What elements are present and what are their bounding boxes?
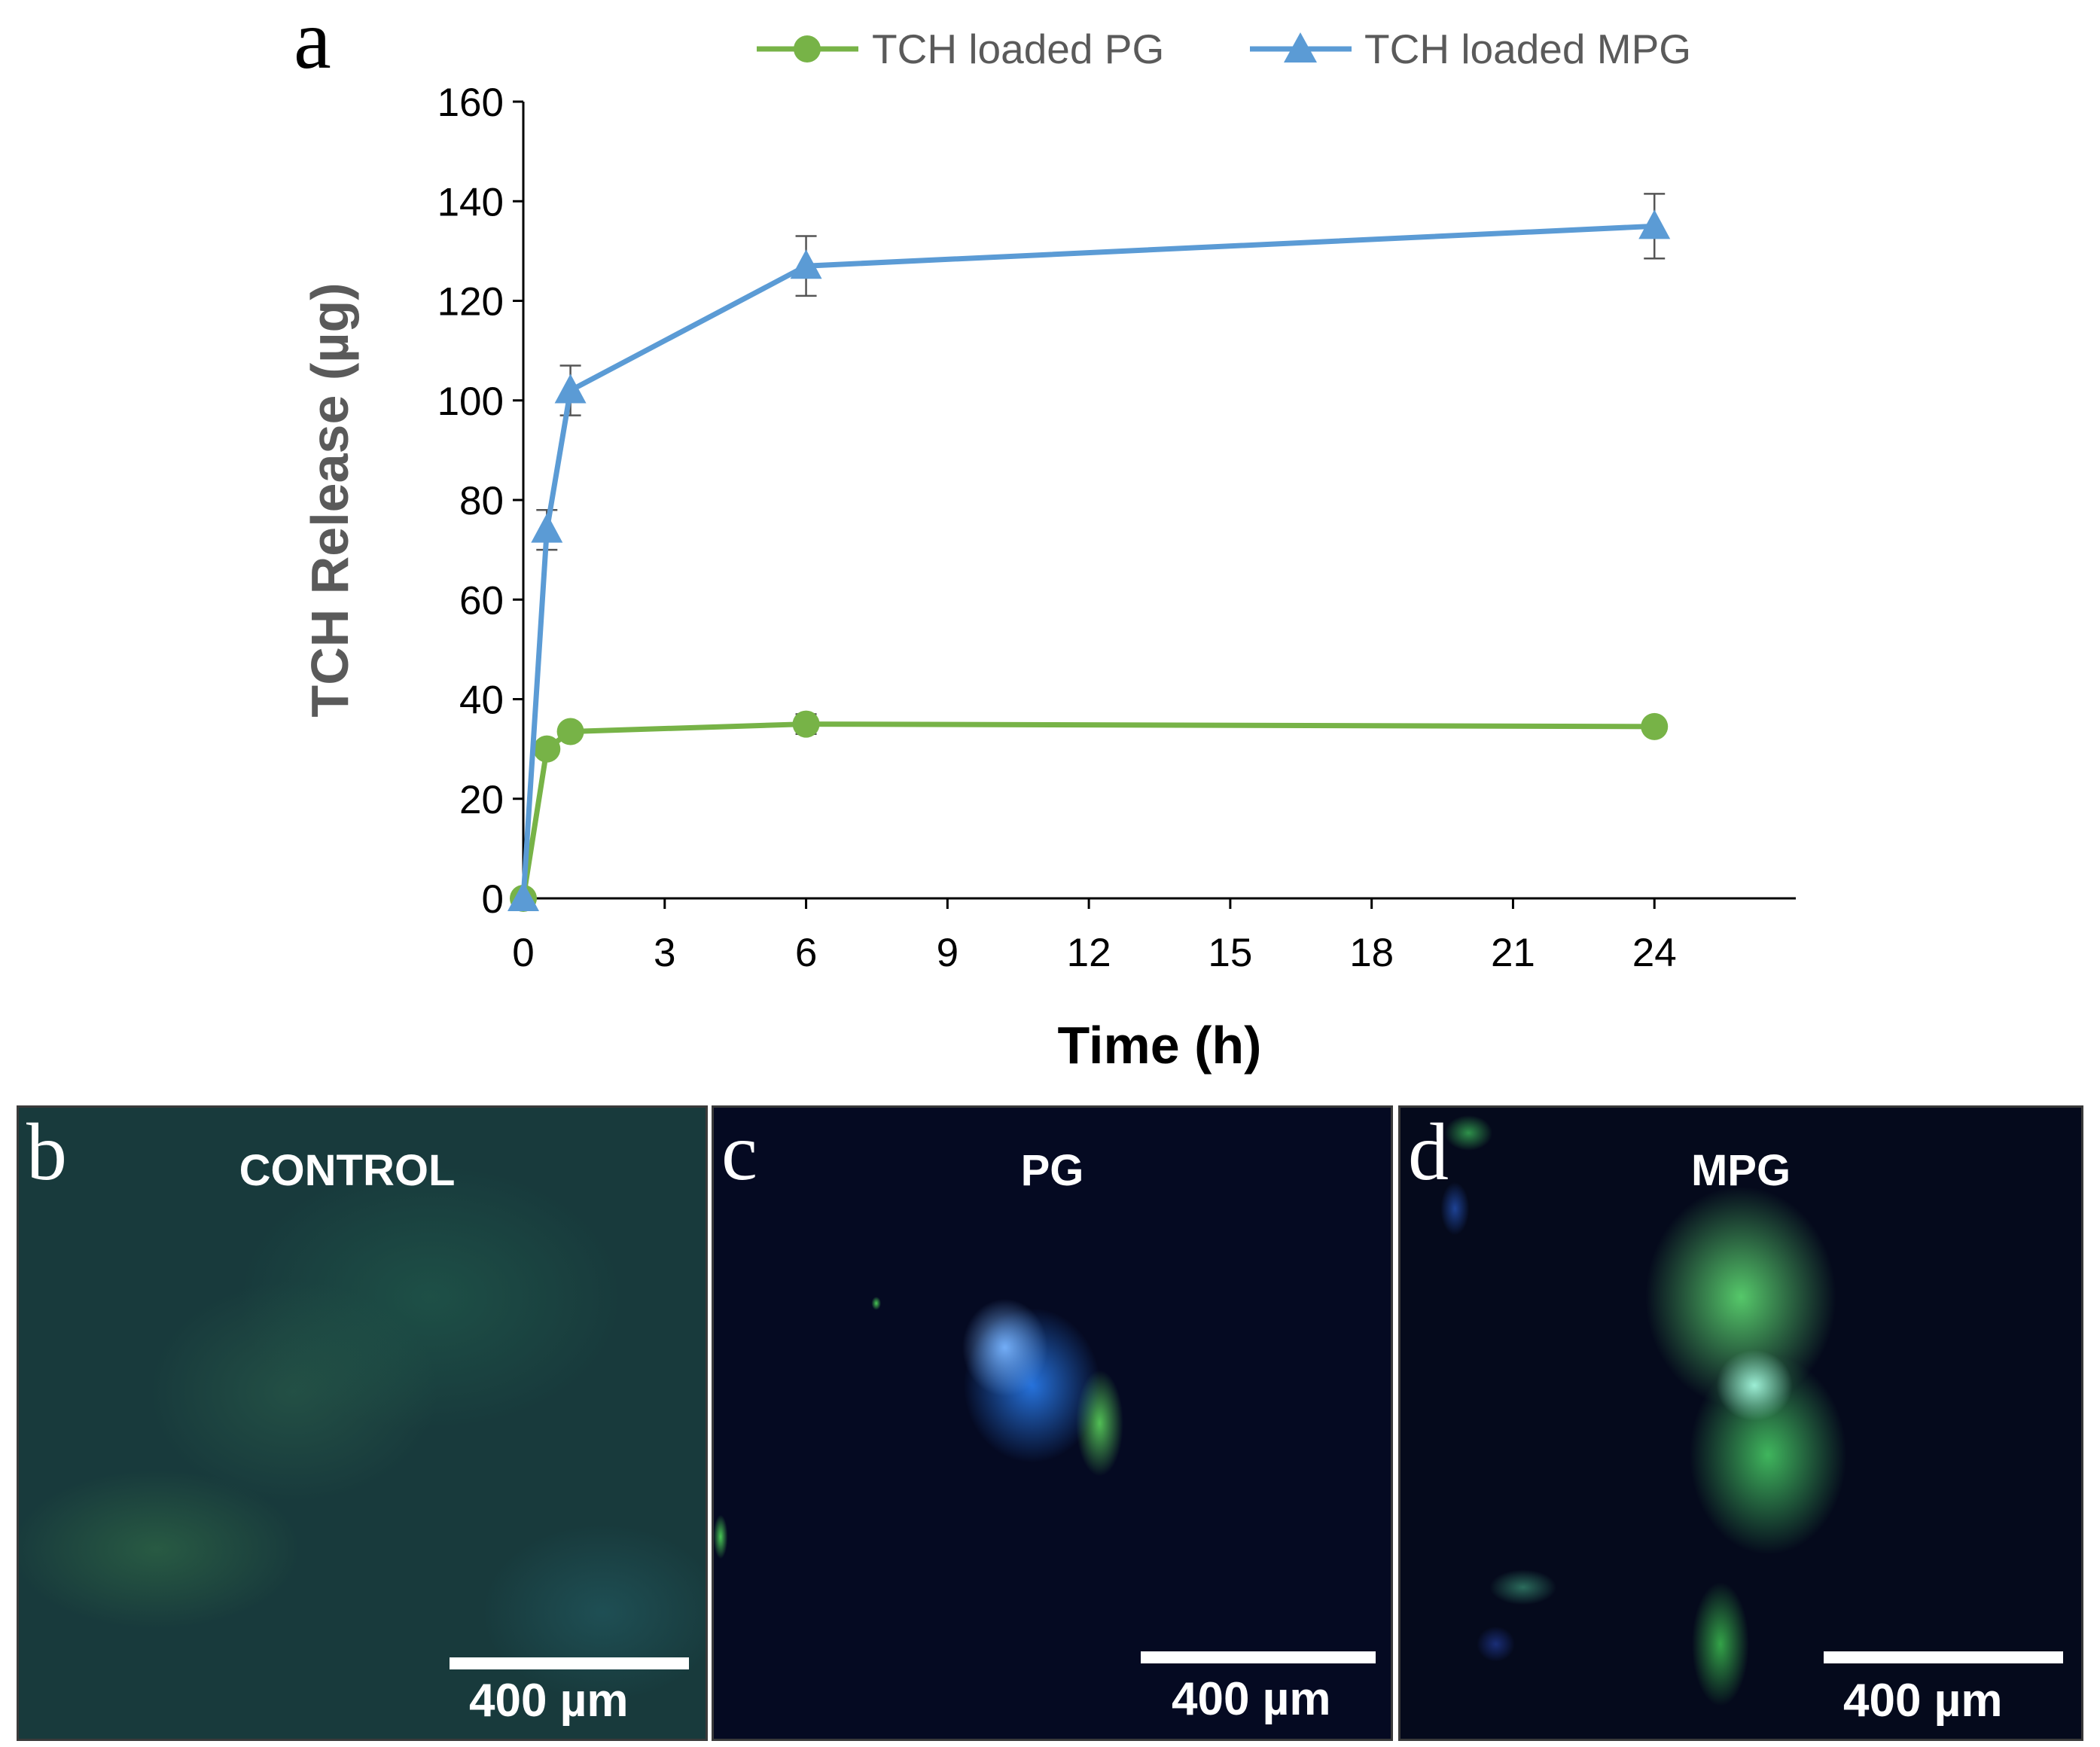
data-point (556, 718, 584, 745)
y-tick-label: 80 (459, 479, 504, 523)
panel-label-a: a (294, 0, 331, 87)
y-tick-label: 160 (437, 81, 504, 125)
series-layer (507, 193, 1671, 912)
image-panel-control: b CONTROL 400 µm (17, 1105, 708, 1741)
x-tick-label: 3 (654, 931, 675, 975)
panel-label-c: c (721, 1108, 757, 1197)
data-point (507, 882, 539, 911)
x-axis-label: Time (h) (1058, 1016, 1262, 1075)
data-point (554, 373, 587, 404)
chart-axes (522, 102, 1796, 900)
x-ticks: 0 3 6 9 12 15 18 21 24 (512, 898, 1677, 975)
x-tick-label: 12 (1067, 931, 1111, 975)
panel-title-pg: PG (1020, 1146, 1084, 1195)
x-tick-label: 21 (1491, 931, 1535, 975)
series-mpg (507, 193, 1671, 911)
data-point (1641, 712, 1669, 740)
x-tick-label: 18 (1349, 931, 1394, 975)
panel-label-d: d (1408, 1108, 1449, 1197)
panel-title-control: CONTROL (239, 1146, 456, 1195)
series-line (520, 721, 1655, 899)
data-point (1638, 209, 1671, 239)
release-chart: a TCH loaded PG TCH loaded MPG 020406080… (294, 0, 1796, 1075)
x-tick-label: 0 (512, 931, 534, 975)
image-panel-pg: c PG 400 µm (712, 1105, 1393, 1741)
y-tick-label: 20 (459, 778, 504, 822)
data-point (531, 513, 563, 543)
panel-title-mpg: MPG (1690, 1146, 1791, 1195)
data-point (790, 249, 822, 279)
legend-label-pg: TCH loaded PG (872, 26, 1164, 72)
legend-marker-mpg (1284, 32, 1317, 63)
x-tick-label: 6 (795, 931, 817, 975)
y-axis-label: TCH Release (µg) (300, 282, 359, 717)
y-ticks: 0 20 40 60 80 100 120 140 160 (437, 81, 523, 922)
legend-label-mpg: TCH loaded MPG (1364, 26, 1691, 72)
series-line (520, 223, 1655, 899)
y-tick-label: 120 (437, 280, 504, 325)
y-tick-label: 100 (437, 380, 504, 424)
y-tick-label: 60 (459, 578, 504, 623)
scale-bar-label: 400 µm (469, 1675, 629, 1727)
scale-bar (1141, 1651, 1376, 1663)
panel-label-b: b (26, 1108, 67, 1197)
data-point (533, 735, 561, 763)
x-tick-label: 9 (937, 931, 959, 975)
y-tick-label: 0 (482, 877, 504, 922)
series-pg (510, 710, 1669, 912)
scale-bar (450, 1657, 689, 1669)
y-tick-label: 40 (459, 678, 504, 723)
x-tick-label: 24 (1632, 931, 1677, 975)
scale-bar (1824, 1651, 2063, 1663)
legend-marker-pg (794, 35, 821, 63)
chart-legend: TCH loaded PG TCH loaded MPG (757, 26, 1691, 72)
x-tick-label: 15 (1208, 931, 1252, 975)
image-panel-mpg: d MPG 400 µm (1398, 1105, 2083, 1741)
y-tick-label: 140 (437, 180, 504, 224)
scale-bar-label: 400 µm (1843, 1675, 2003, 1727)
scale-bar-label: 400 µm (1172, 1673, 1331, 1725)
data-point (792, 710, 820, 738)
